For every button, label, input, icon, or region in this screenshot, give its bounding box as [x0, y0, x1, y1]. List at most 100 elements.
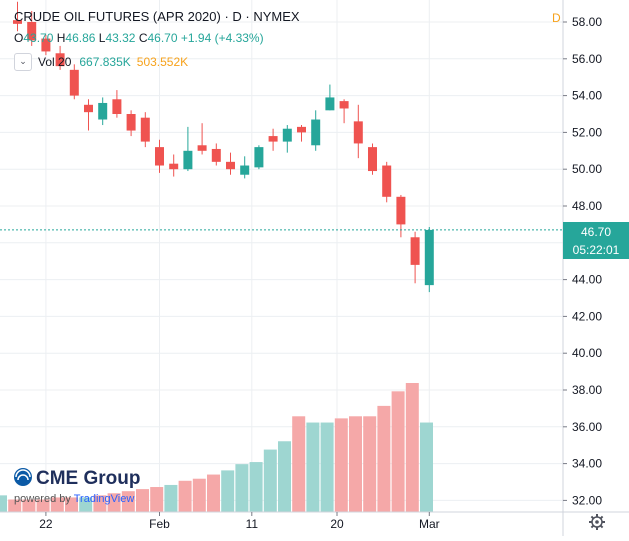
volume-bar	[306, 422, 320, 512]
settings-gear-icon[interactable]	[589, 514, 605, 530]
candle-body	[27, 22, 37, 41]
volume-legend: ⌄ Vol 20 667.835K 503.552K	[14, 53, 188, 71]
candle-body	[140, 117, 150, 142]
y-tick-label: 54.00	[572, 89, 602, 103]
candle-body	[410, 237, 420, 265]
ohlc-row: O43.70 H46.86 L43.32 C46.70 +1.94 (+4.33…	[14, 31, 264, 45]
high-label: H	[56, 31, 66, 45]
y-tick-label: 32.00	[572, 493, 602, 507]
volume-bar	[93, 495, 107, 512]
volume-bar	[8, 499, 22, 512]
grid	[0, 0, 563, 512]
countdown-label: 05:22:01	[573, 243, 620, 257]
volume-bar	[349, 416, 362, 512]
volume-bar	[79, 497, 93, 512]
volume-bar	[263, 449, 277, 512]
volume-bar	[249, 462, 263, 512]
candle-body	[211, 148, 221, 162]
y-tick-label: 48.00	[572, 199, 602, 213]
x-tick-label: Mar	[419, 517, 440, 531]
candle-body	[254, 147, 264, 168]
y-tick-label: 52.00	[572, 125, 602, 139]
volume-ma-value: 503.552K	[136, 55, 189, 69]
powered-prefix: powered by	[14, 493, 74, 505]
volume-bar	[192, 478, 206, 512]
volume-bar	[150, 487, 164, 512]
volume-value: 667.835K	[79, 55, 131, 69]
collapse-chevron-icon[interactable]: ⌄	[14, 53, 32, 71]
open-label: O	[14, 31, 24, 45]
close-value: 46.70	[147, 31, 178, 45]
price-axis[interactable]: 58.0056.0054.0052.0050.0048.0046.0044.00…	[563, 15, 602, 507]
candle-body	[69, 69, 79, 96]
y-tick-label: 44.00	[572, 273, 602, 287]
volume-bar	[320, 422, 334, 512]
candle-body	[424, 229, 434, 286]
y-tick-label: 36.00	[572, 420, 602, 434]
candles	[13, 1, 434, 293]
candle-body	[55, 53, 65, 67]
volume-bars	[0, 383, 433, 512]
volume-bar	[36, 499, 50, 512]
y-tick-label: 50.00	[572, 162, 602, 176]
symbol-title-row: CRUDE OIL FUTURES (APR 2020) · D · NYMEX	[14, 9, 300, 24]
candle-body	[297, 126, 306, 133]
y-tick-label: 40.00	[572, 346, 602, 360]
candle-body	[368, 147, 377, 172]
candle-body	[197, 145, 207, 151]
low-label: L	[98, 31, 106, 45]
candle-body	[325, 97, 335, 111]
y-tick-label: 58.00	[572, 15, 602, 29]
candle-body	[41, 38, 51, 52]
volume-bar	[334, 418, 348, 512]
volume-bar	[405, 383, 419, 512]
open-value: 43.70	[23, 31, 54, 45]
y-tick-label: 38.00	[572, 383, 602, 397]
candle-body	[396, 196, 406, 225]
candle-body	[339, 101, 349, 109]
tradingview-link[interactable]: TradingView	[74, 493, 135, 505]
candle-body	[240, 165, 250, 175]
candle-body	[282, 128, 292, 142]
volume-label: Vol 20	[38, 55, 72, 69]
volume-bar	[178, 480, 192, 512]
volume-bar	[0, 495, 7, 512]
cme-logo-text: CME Group	[36, 468, 141, 489]
candle-body	[353, 121, 363, 144]
cme-group-logo: CME Group	[14, 468, 141, 489]
last-price-badge	[563, 222, 629, 241]
symbol-title[interactable]: CRUDE OIL FUTURES (APR 2020) · D · NYMEX	[14, 9, 300, 24]
time-axis[interactable]: 22 Feb 11 20 Mar	[39, 512, 440, 531]
candle-body	[98, 102, 108, 120]
volume-bar	[22, 499, 36, 512]
x-tick-label: 11	[246, 517, 259, 531]
volume-bar	[377, 405, 391, 512]
y-tick-label: 42.00	[572, 309, 602, 323]
volume-bar	[391, 391, 405, 512]
volume-bar	[278, 441, 291, 512]
volume-bar	[65, 497, 78, 512]
candle-body	[169, 163, 179, 170]
y-tick-label: 34.00	[572, 457, 602, 471]
high-value: 46.86	[65, 31, 96, 45]
volume-bar	[107, 493, 121, 512]
candle-body	[155, 147, 164, 166]
volume-bar	[164, 484, 178, 512]
low-value: 43.32	[105, 31, 136, 45]
interval-d-badge[interactable]: D	[552, 11, 561, 25]
candle-body	[13, 20, 22, 24]
x-tick-label: 20	[330, 517, 344, 531]
candle-body	[126, 114, 136, 131]
volume-bar	[420, 422, 433, 512]
volume-bar	[136, 489, 149, 512]
candle-body	[311, 119, 321, 146]
volume-bar	[207, 474, 220, 512]
change-value: +1.94 (+4.33%)	[180, 31, 264, 45]
volume-bar	[121, 491, 135, 512]
candle-body	[382, 165, 392, 197]
volume-bar	[363, 416, 377, 512]
volume-bar	[292, 416, 306, 512]
volume-bar	[221, 470, 235, 512]
y-tick-label: 56.00	[572, 52, 602, 66]
